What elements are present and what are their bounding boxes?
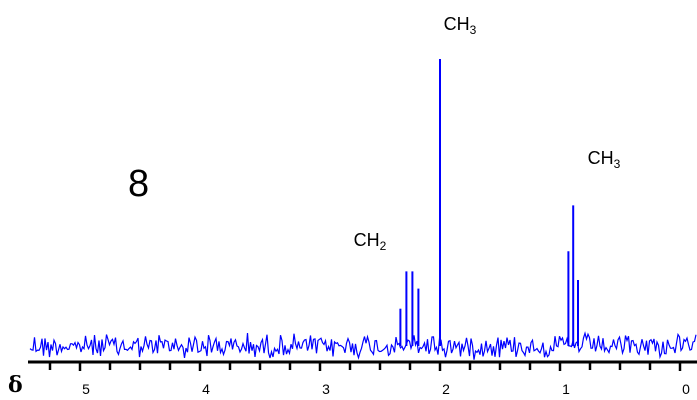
x-axis-tick-labels: 5 4 3 2 1 0 (82, 381, 690, 397)
baseline-noise (29, 331, 697, 360)
annotation-ch2-quartet: CH2 (354, 230, 387, 253)
annotation-subscript: 3 (614, 157, 621, 171)
x-axis-label-delta: δ (8, 372, 23, 398)
baseline-noise-trace (29, 331, 697, 360)
annotation-text: CH (588, 148, 614, 168)
x-tick-label: 3 (322, 381, 330, 397)
x-tick-label: 1 (562, 381, 570, 397)
x-tick-label: 4 (202, 381, 210, 397)
annotation-text: CH (444, 14, 470, 34)
annotation-subscript: 3 (470, 23, 477, 37)
annotation-ch3-singlet: CH3 (444, 14, 477, 37)
panel-number: 8 (128, 163, 149, 205)
annotation-ch3-triplet: CH3 (588, 148, 621, 171)
x-axis-ticks (48, 361, 682, 371)
annotation-text: CH (354, 230, 380, 250)
annotation-subscript: 2 (380, 239, 387, 253)
x-tick-label: 0 (682, 381, 690, 397)
peak-lines (399, 59, 579, 346)
x-tick-label: 5 (82, 381, 90, 397)
x-tick-label: 2 (442, 381, 450, 397)
